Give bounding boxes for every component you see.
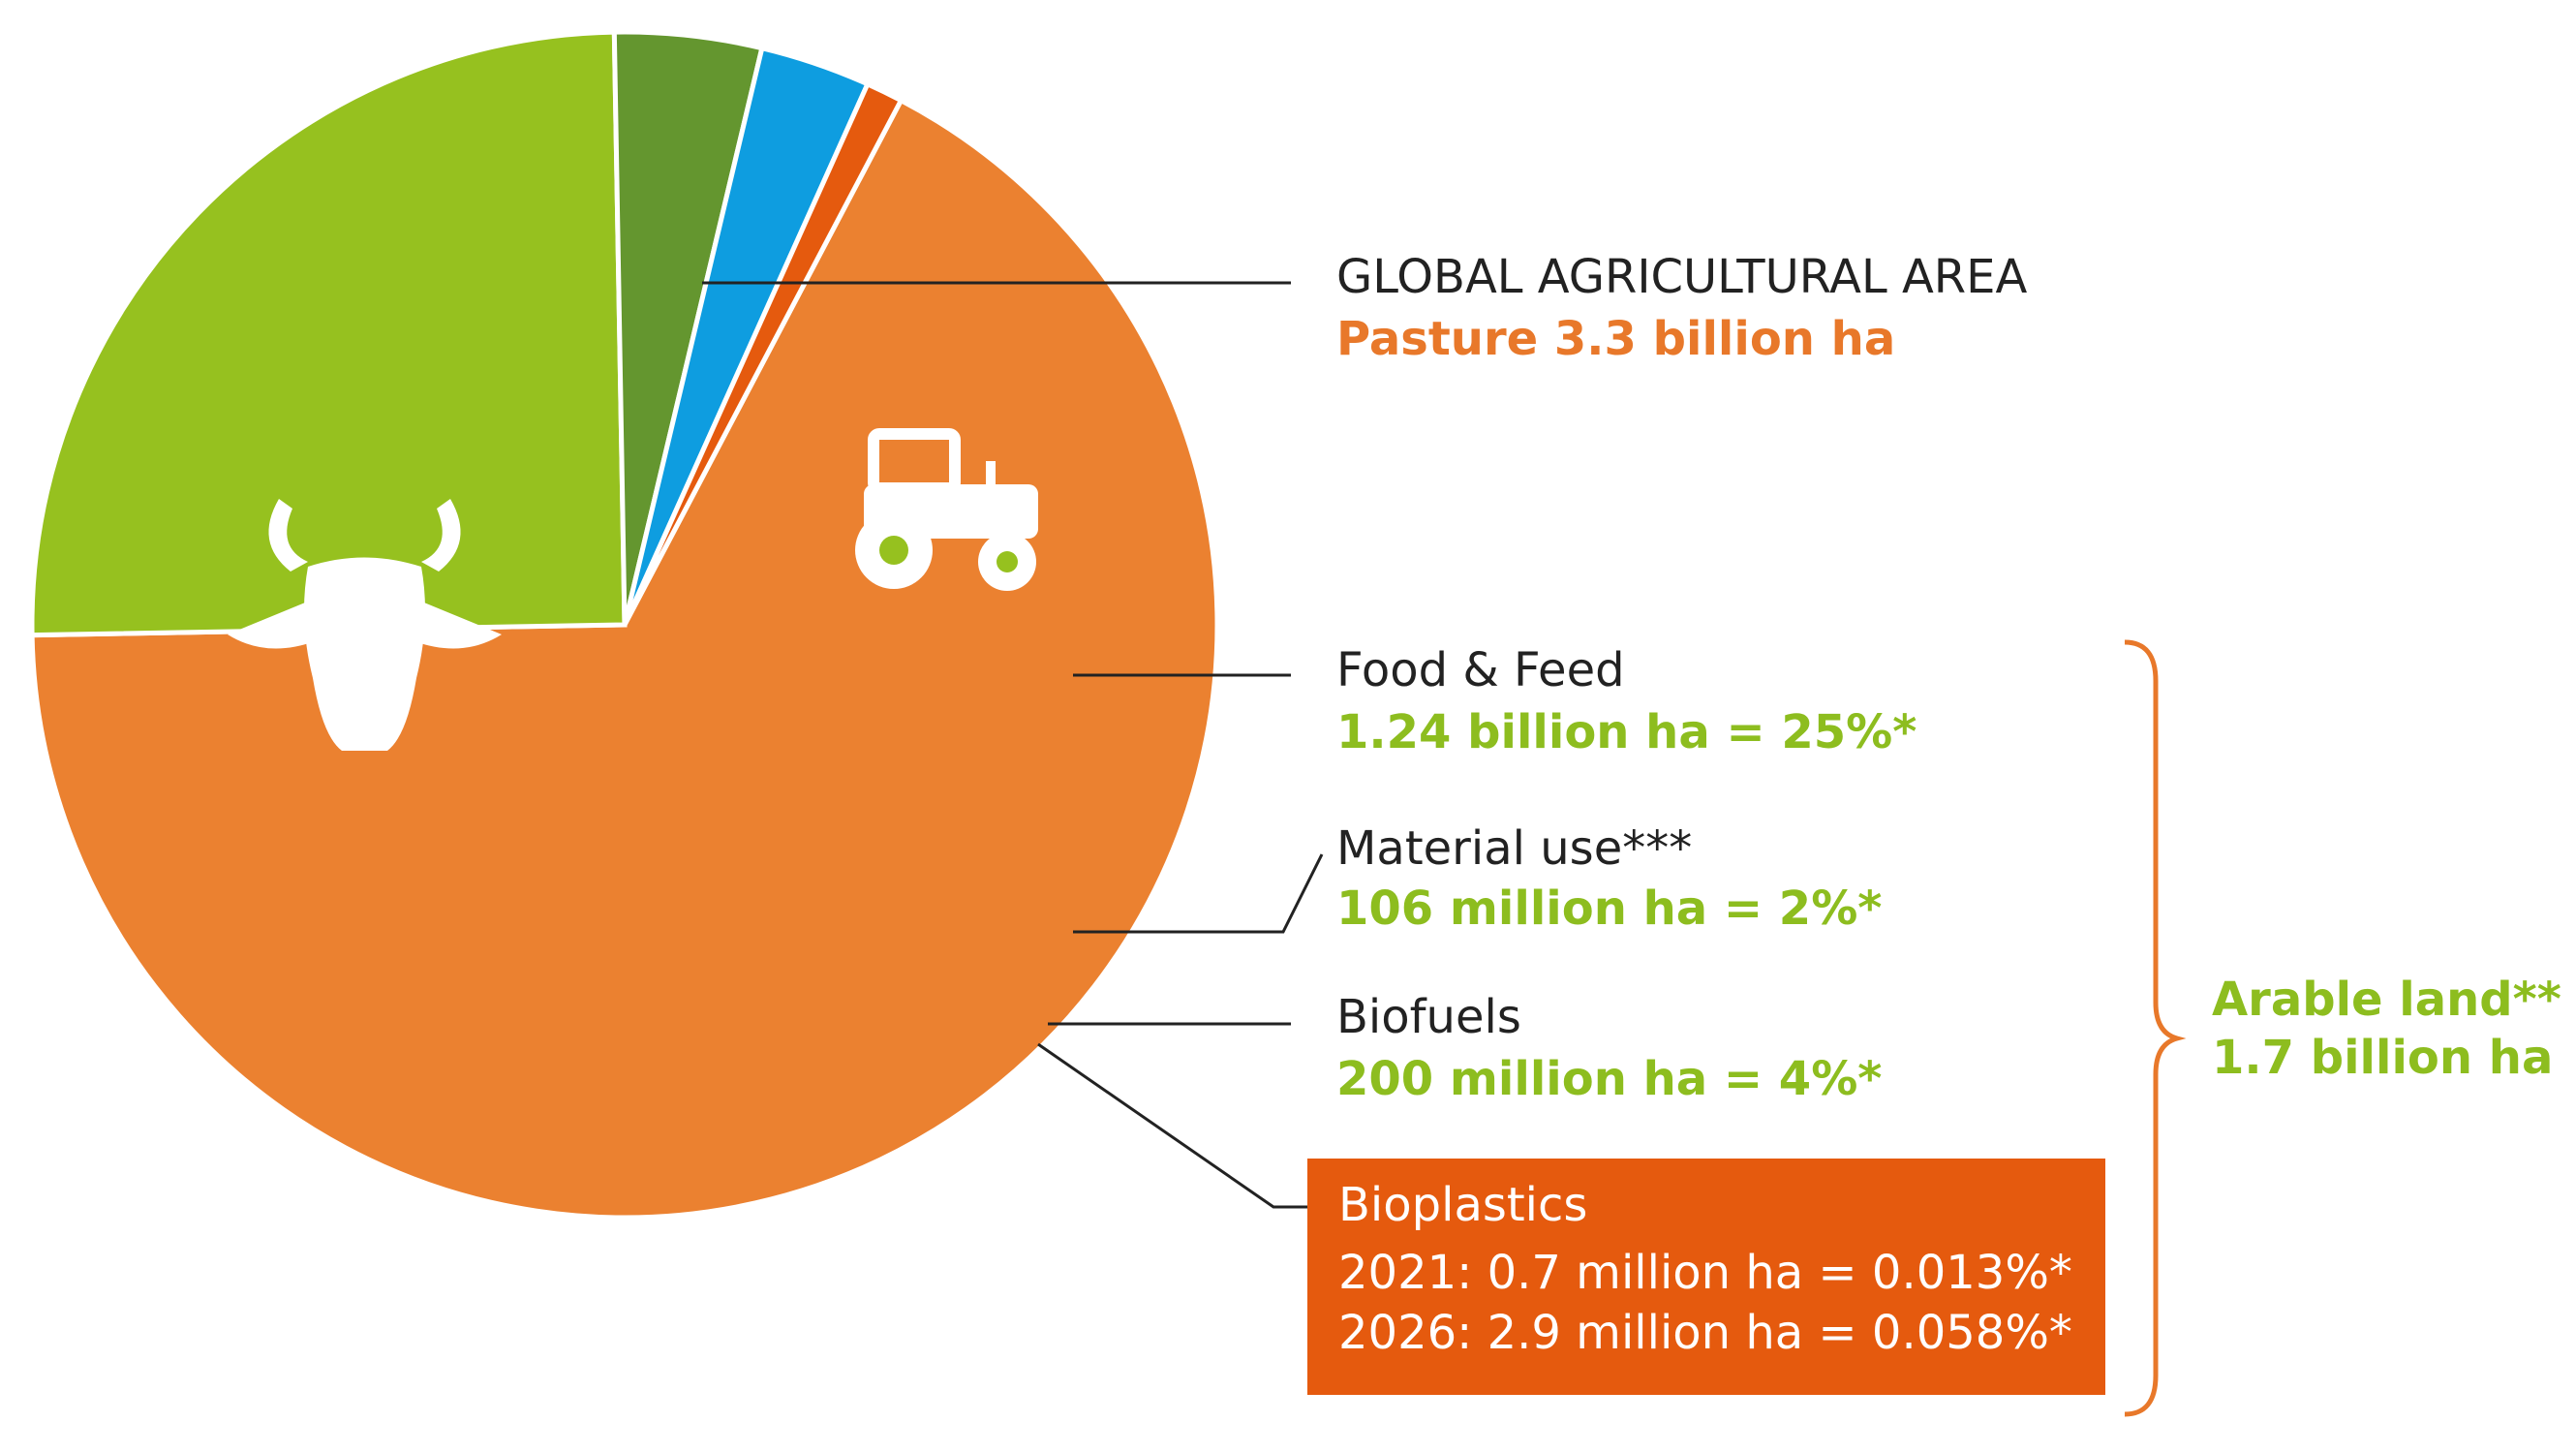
- tractor-icon: [855, 428, 1038, 591]
- food-feed-value: 1.24 billion ha = 25%*: [1336, 705, 1917, 759]
- leader-line-bioplastics: [1037, 1042, 1309, 1209]
- arable-land-title: Arable land**: [2212, 973, 2561, 1027]
- pie-slice-bioplastics: [622, 80, 905, 627]
- bioplastics-2021: 2021: 0.7 million ha = 0.013%*: [1338, 1246, 2072, 1300]
- pie-slices: [29, 29, 1220, 1221]
- biofuels-value: 200 million ha = 4%*: [1336, 1052, 1883, 1106]
- bioplastics-box: Bioplastics 2021: 0.7 million ha = 0.013…: [1307, 1159, 2105, 1395]
- food-feed-title: Food & Feed: [1336, 643, 1625, 697]
- pasture-value: Pasture 3.3 billion ha: [1336, 312, 1896, 366]
- bioplastics-title: Bioplastics: [1338, 1178, 1588, 1232]
- biofuels-title: Biofuels: [1336, 990, 1521, 1044]
- material-use-value: 106 million ha = 2%*: [1336, 881, 1883, 936]
- bioplastics-2026: 2026: 2.9 million ha = 0.058%*: [1338, 1306, 2072, 1360]
- leader-lines: [702, 281, 1324, 1209]
- material-use-title: Material use***: [1336, 821, 1693, 876]
- arable-land-value: 1.7 billion ha: [2212, 1031, 2554, 1085]
- leader-line-material: [1073, 853, 1324, 934]
- pie-slice-food-feed: [29, 29, 628, 638]
- cow-head-icon: [228, 499, 502, 751]
- pie-slice-pasture: [29, 97, 1220, 1221]
- global-area-title: GLOBAL AGRICULTURAL AREA: [1336, 250, 2028, 304]
- arable-bracket: [2124, 639, 2187, 1417]
